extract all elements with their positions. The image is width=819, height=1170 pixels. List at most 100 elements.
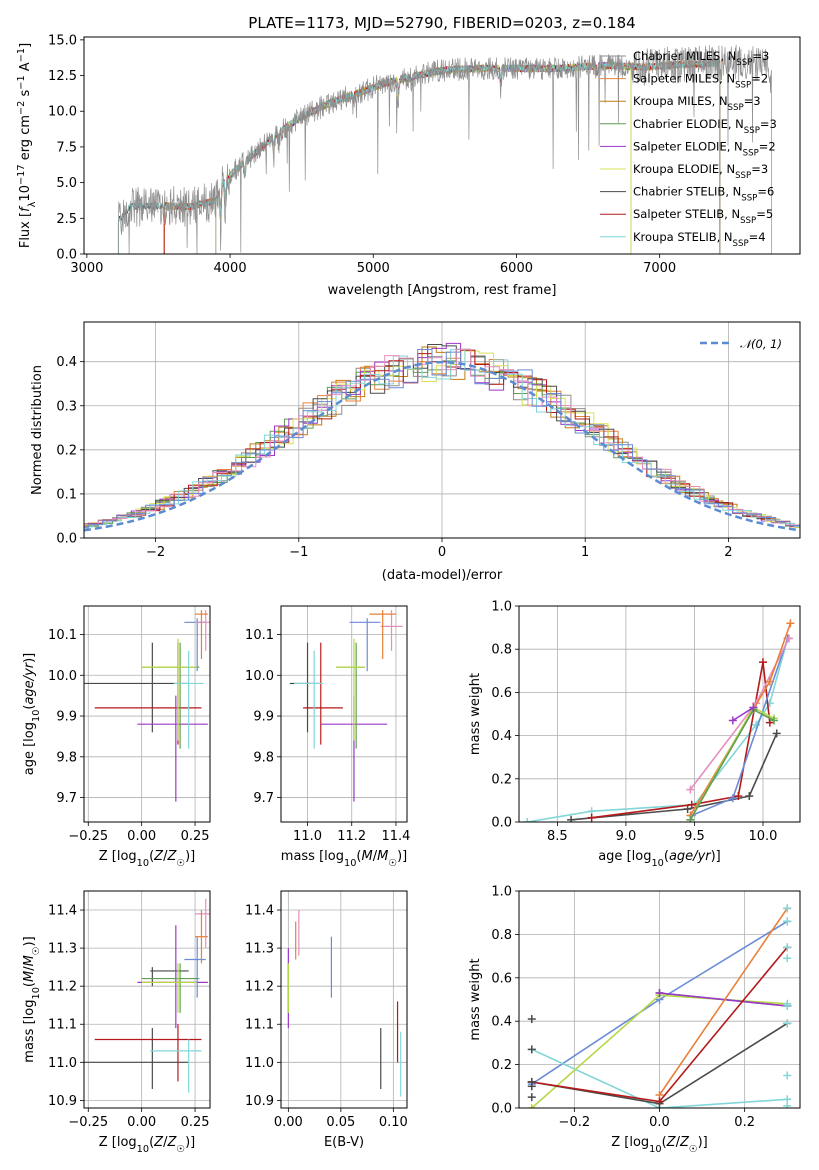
weight-line xyxy=(531,1048,788,1108)
text-span: )] xyxy=(22,653,37,663)
weight-lines xyxy=(527,904,792,1108)
y-tick-label: 0.2 xyxy=(56,443,77,458)
text-span: −2 xyxy=(16,101,27,115)
legend-label: Salpeter MILES, NSSP=2 xyxy=(633,72,768,91)
gaussian-curve xyxy=(84,360,800,532)
text-span: Salpeter STELIB, N xyxy=(633,207,740,221)
text-span: Z xyxy=(666,1135,677,1150)
text-span: −17 xyxy=(16,164,27,185)
y-tick-label: 9.7 xyxy=(56,791,77,806)
text-span: SSP xyxy=(743,148,759,158)
axes-frame xyxy=(280,605,408,823)
y-tick-label: 9.9 xyxy=(253,710,274,725)
weight-line xyxy=(732,706,754,722)
x-tick-label: 11.4 xyxy=(381,829,410,844)
text-span: Kroupa STELIB, N xyxy=(633,230,733,244)
x-axis-label: Z [log10(Z/Z☉)] xyxy=(99,849,196,869)
y-axis-label: mass weight xyxy=(468,673,483,755)
y-tick-label: 10.0 xyxy=(48,105,77,120)
y-tick-label: 11.4 xyxy=(48,904,77,919)
text-span: SSP xyxy=(741,194,757,204)
x-tick-label: 0.25 xyxy=(181,1115,210,1130)
x-tick-label: 9.0 xyxy=(616,829,637,844)
text-span: / xyxy=(22,966,37,971)
text-span: =2 xyxy=(759,139,776,153)
x-axis-label: (data-model)/error xyxy=(382,568,503,583)
text-span: age/yr xyxy=(22,661,37,704)
text-span: =3 xyxy=(744,94,761,108)
weight-vs-age-panel: 8.5 9.0 9.5 10.0 0.0 0.2 0.4 0.6 0.8 1.0 age [log1… xyxy=(468,600,801,869)
y-axis-label: age [log10(age/yr)] xyxy=(22,653,42,776)
text-span: SSP xyxy=(744,126,760,136)
y-tick-label: 1.0 xyxy=(491,600,512,615)
text-span: ] xyxy=(18,43,33,48)
text-span: E(B-V) xyxy=(324,1135,364,1150)
text-span: age [log xyxy=(22,722,37,775)
x-tick-label: 9.5 xyxy=(684,829,705,844)
text-span: 10 xyxy=(137,858,149,869)
weight-line xyxy=(527,638,789,822)
y-tick-label: 12.5 xyxy=(48,69,77,84)
x-tick-label: 2 xyxy=(724,545,732,560)
weight-line xyxy=(571,733,778,821)
legend-label: Salpeter ELODIE, NSSP=2 xyxy=(633,139,776,158)
text-span: Z xyxy=(679,1135,690,1150)
text-span: ☉ xyxy=(388,858,397,869)
weight-vs-z-panel: −0.2 0.0 0.20.00.20.40.60.81.0Z [log10(Z/Z… xyxy=(468,885,801,1155)
text-span: Z [log xyxy=(611,1135,649,1150)
text-span: Chabrier STELIB, N xyxy=(633,185,741,199)
text-span: ( xyxy=(664,849,669,864)
x-tick-label: 4000 xyxy=(214,261,247,276)
error-bars xyxy=(84,610,210,802)
axes-frame xyxy=(518,890,801,1109)
x-axis-label: age [log10(age/yr)] xyxy=(598,849,721,869)
text-span: Z xyxy=(153,849,164,864)
text-span: SSP xyxy=(735,81,751,91)
text-span: / xyxy=(373,849,378,864)
x-tick-label: 11.0 xyxy=(293,829,322,844)
error-bars xyxy=(84,898,210,1093)
x-tick-label: 0.25 xyxy=(181,829,210,844)
x-tick-label: −0.2 xyxy=(559,1115,591,1130)
text-span: mass [log xyxy=(22,1000,37,1063)
axes-frame xyxy=(83,36,801,255)
text-span: / xyxy=(163,849,168,864)
x-tick-label: 0.2 xyxy=(734,1115,755,1130)
text-span: ☉ xyxy=(31,946,42,955)
x-tick-label: 11.2 xyxy=(337,829,366,844)
legend-label: Kroupa ELODIE, NSSP=3 xyxy=(633,162,768,181)
text-span: Flux [ xyxy=(18,212,33,248)
y-axis-label: Normed distribution xyxy=(30,365,45,495)
text-span: )] xyxy=(711,849,721,864)
y-tick-label: 10.9 xyxy=(245,1094,274,1109)
text-span: 10 xyxy=(649,1144,661,1155)
x-tick-label: 1 xyxy=(581,545,589,560)
text-span: −1 xyxy=(16,75,27,89)
text-span: Z [log xyxy=(99,1135,137,1150)
text-span: M xyxy=(361,849,372,864)
text-span: erg cm xyxy=(18,115,33,164)
x-axis-label: E(B-V) xyxy=(324,1135,364,1150)
x-tick-label: 0.00 xyxy=(127,1115,156,1130)
text-span: =3 xyxy=(751,162,768,176)
weight-lines xyxy=(523,619,795,822)
text-span: ☉ xyxy=(689,1144,698,1155)
text-span: SSP xyxy=(733,239,749,249)
legend-label: Salpeter STELIB, NSSP=5 xyxy=(633,207,773,226)
residuals-panel: −2 −1 0 1 2 0.0 0.1 0.2 0.3 0.4 (data-model)/error… xyxy=(30,321,801,583)
residual-histogram xyxy=(84,349,800,529)
spectrum-panel: 3000 4000 5000 6000 7000 0.0 2.5 5.0 7.5 10.0 12.5… xyxy=(16,33,801,298)
legend-label: Kroupa STELIB, NSSP=4 xyxy=(633,230,766,249)
weight-line xyxy=(659,992,788,1007)
text-span: f xyxy=(18,205,33,212)
text-span: SSP xyxy=(735,171,751,181)
y-tick-label: 11.0 xyxy=(48,1056,77,1071)
text-span: =3 xyxy=(752,49,769,63)
spectrum-line xyxy=(118,44,772,254)
axes-frame xyxy=(83,605,211,823)
y-tick-label: 1.0 xyxy=(491,885,512,900)
figure-title: PLATE=1173, MJD=52790, FIBERID=0203, z=0… xyxy=(248,14,635,32)
y-tick-label: 0.8 xyxy=(491,643,512,658)
